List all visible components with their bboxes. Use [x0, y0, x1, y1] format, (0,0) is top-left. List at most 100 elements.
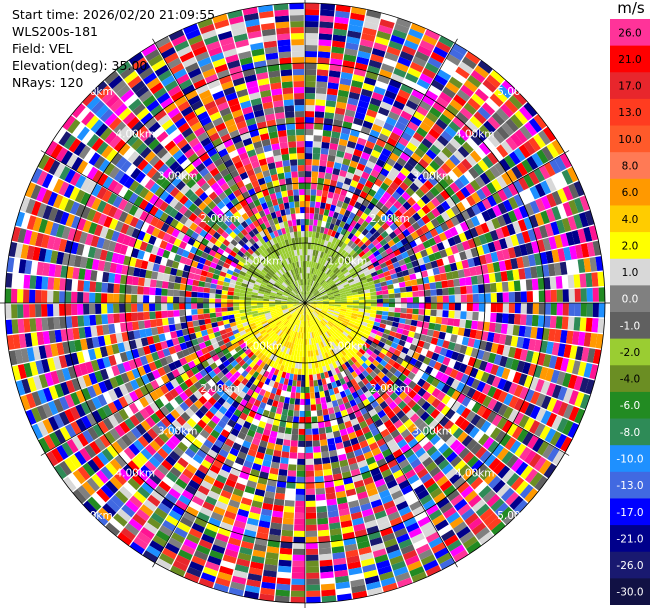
range-gate — [387, 335, 395, 342]
range-gate — [314, 275, 319, 282]
range-gate — [445, 247, 454, 257]
range-gate — [331, 286, 338, 291]
range-gate — [500, 323, 508, 335]
range-gate — [452, 43, 468, 56]
range-gate — [524, 267, 532, 279]
range-gate — [416, 320, 424, 328]
range-gate — [386, 84, 400, 95]
range-gate — [307, 350, 311, 357]
range-gate — [278, 426, 286, 434]
range-gate — [335, 238, 341, 246]
range-gate — [357, 270, 364, 276]
range-gate — [364, 299, 371, 303]
range-gate — [340, 308, 347, 312]
range-gate — [428, 253, 437, 262]
range-gate — [504, 236, 514, 248]
range-gate — [311, 171, 319, 178]
range-gate — [403, 324, 411, 331]
range-gate — [320, 239, 326, 246]
range-gate — [425, 246, 434, 256]
range-gate — [351, 154, 361, 163]
range-gate — [345, 254, 352, 261]
range-gate — [499, 238, 508, 250]
range-gate — [357, 311, 365, 316]
range-gate — [506, 324, 514, 335]
range-gate — [467, 337, 476, 348]
range-gate — [337, 247, 344, 255]
range-gate — [579, 317, 587, 332]
range-gate — [327, 270, 333, 277]
range-gate — [301, 374, 305, 381]
range-gate — [301, 380, 305, 387]
range-gate — [414, 147, 426, 158]
range-gate — [333, 291, 340, 296]
range-gate — [314, 282, 318, 288]
range-gate — [395, 94, 408, 105]
range-gate — [323, 301, 329, 303]
range-gate — [312, 249, 316, 256]
range-gate — [47, 290, 54, 303]
range-gate — [459, 344, 468, 355]
range-gate — [412, 291, 419, 297]
range-gate — [574, 408, 586, 424]
range-gate — [193, 274, 201, 281]
range-gate — [306, 548, 319, 555]
range-gate — [419, 100, 432, 112]
range-gate — [185, 297, 192, 303]
range-gate — [523, 140, 536, 155]
range-gate — [313, 275, 318, 281]
range-gate — [309, 213, 314, 220]
range-gate — [486, 182, 497, 195]
range-gate — [432, 330, 440, 339]
range-gate — [149, 303, 156, 312]
range-gate — [347, 232, 355, 240]
range-gate — [383, 162, 393, 172]
range-gate — [357, 50, 371, 60]
range-gate — [174, 276, 182, 284]
range-gate — [327, 310, 334, 314]
range-gate — [498, 334, 507, 345]
range-gate — [444, 185, 455, 197]
range-gate — [328, 304, 335, 306]
range-gate — [356, 209, 364, 218]
range-gate — [321, 308, 328, 312]
range-gate — [283, 402, 289, 410]
range-gate — [486, 195, 497, 207]
range-gate — [173, 303, 180, 310]
range-gate — [308, 292, 312, 299]
range-gate — [348, 91, 360, 100]
range-gate — [348, 267, 356, 274]
range-gate — [203, 292, 210, 298]
range-gate — [420, 194, 431, 205]
range-gate — [308, 293, 313, 299]
range-gate — [334, 187, 342, 195]
range-gate — [439, 347, 448, 357]
range-gate — [409, 325, 417, 332]
range-gate — [340, 304, 347, 308]
range-gate — [191, 297, 198, 303]
range-gate — [382, 307, 389, 312]
range-gate — [420, 270, 429, 278]
range-gate — [335, 4, 351, 13]
range-gate — [500, 271, 508, 282]
range-gate — [397, 56, 412, 67]
range-gate — [257, 303, 264, 306]
range-gate — [501, 225, 511, 238]
range-gate — [439, 113, 452, 126]
range-gate — [338, 314, 345, 318]
range-gate — [144, 320, 151, 329]
range-gate — [382, 294, 389, 299]
range-gate — [577, 331, 586, 346]
range-gate — [59, 291, 66, 303]
range-gate — [537, 277, 545, 290]
range-gate — [364, 180, 374, 189]
range-gate — [269, 303, 275, 305]
range-gate — [305, 506, 316, 513]
range-gate — [443, 174, 454, 186]
range-gate — [508, 151, 521, 165]
range-gate — [478, 142, 491, 155]
range-gate — [209, 293, 216, 299]
range-gate — [342, 158, 351, 166]
range-gate — [367, 242, 375, 250]
range-gate — [430, 51, 445, 64]
